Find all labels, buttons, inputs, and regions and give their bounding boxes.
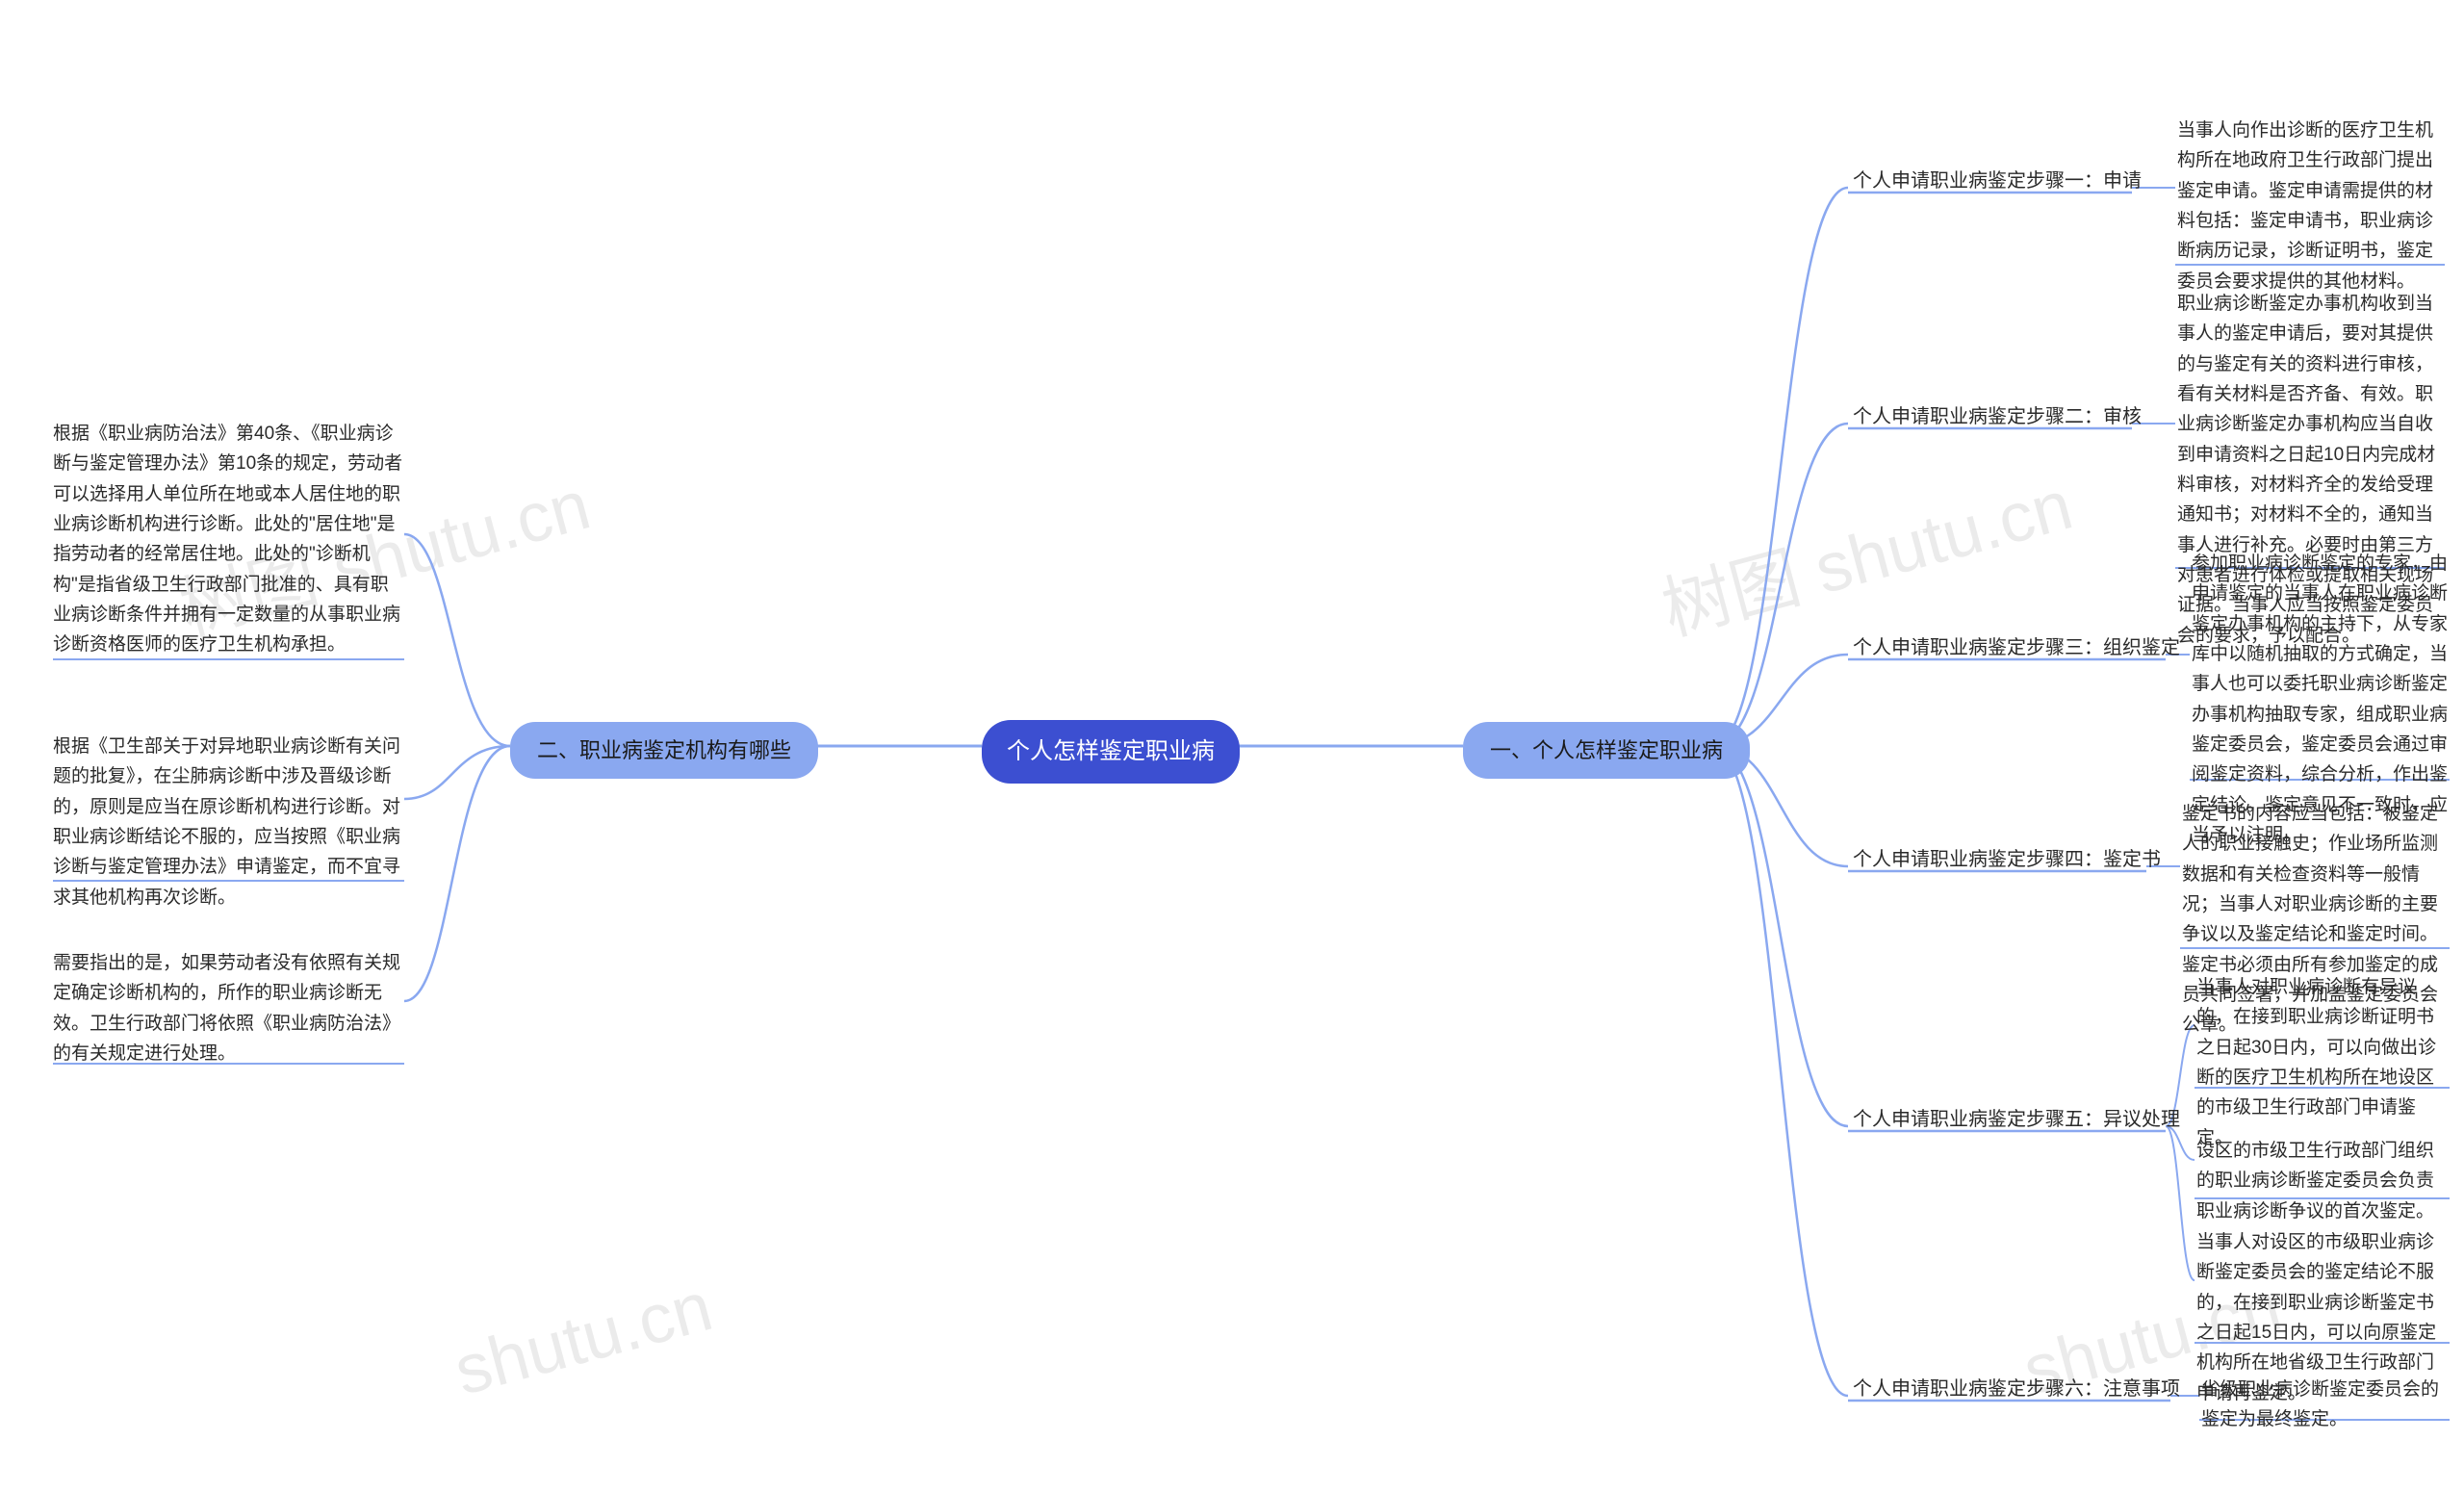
leaf-left-2: 根据《卫生部关于对异地职业病诊断有关问题的批复》，在尘肺病诊断中涉及晋级诊断的，… (53, 732, 404, 913)
sub-step-6[interactable]: 个人申请职业病鉴定步骤六：注意事项 (1853, 1374, 2180, 1404)
sub-step-3[interactable]: 个人申请职业病鉴定步骤三：组织鉴定 (1853, 632, 2180, 663)
leaf-step-5-1: 当事人对职业病诊断有异议的，在接到职业病诊断证明书之日起30日内，可以向做出诊断… (2196, 972, 2451, 1153)
root-node[interactable]: 个人怎样鉴定职业病 (982, 720, 1240, 784)
leaf-step-6-1: 省级职业病诊断鉴定委员会的鉴定为最终鉴定。 (2201, 1375, 2451, 1435)
sub-step-5[interactable]: 个人申请职业病鉴定步骤五：异议处理 (1853, 1104, 2180, 1135)
leaf-step-1-1: 当事人向作出诊断的医疗卫生机构所在地政府卫生行政部门提出鉴定申请。鉴定申请需提供… (2177, 116, 2447, 296)
watermark: 树图 shutu.cn (1650, 448, 2082, 654)
leaf-left-3: 需要指出的是，如果劳动者没有依照有关规定确定诊断机构的，所作的职业病诊断无效。卫… (53, 948, 404, 1068)
sub-step-2[interactable]: 个人申请职业病鉴定步骤二：审核 (1853, 401, 2142, 432)
branch-left[interactable]: 二、职业病鉴定机构有哪些 (510, 722, 818, 779)
leaf-step-5-2: 设区的市级卫生行政部门组织的职业病诊断鉴定委员会负责职业病诊断争议的首次鉴定。 (2196, 1136, 2451, 1226)
sub-step-4[interactable]: 个人申请职业病鉴定步骤四：鉴定书 (1853, 844, 2161, 875)
watermark: shutu.cn (447, 1267, 720, 1411)
branch-right[interactable]: 一、个人怎样鉴定职业病 (1463, 722, 1750, 779)
leaf-left-1: 根据《职业病防治法》第40条、《职业病诊断与鉴定管理办法》第10条的规定，劳动者… (53, 419, 404, 660)
sub-step-1[interactable]: 个人申请职业病鉴定步骤一：申请 (1853, 166, 2142, 196)
